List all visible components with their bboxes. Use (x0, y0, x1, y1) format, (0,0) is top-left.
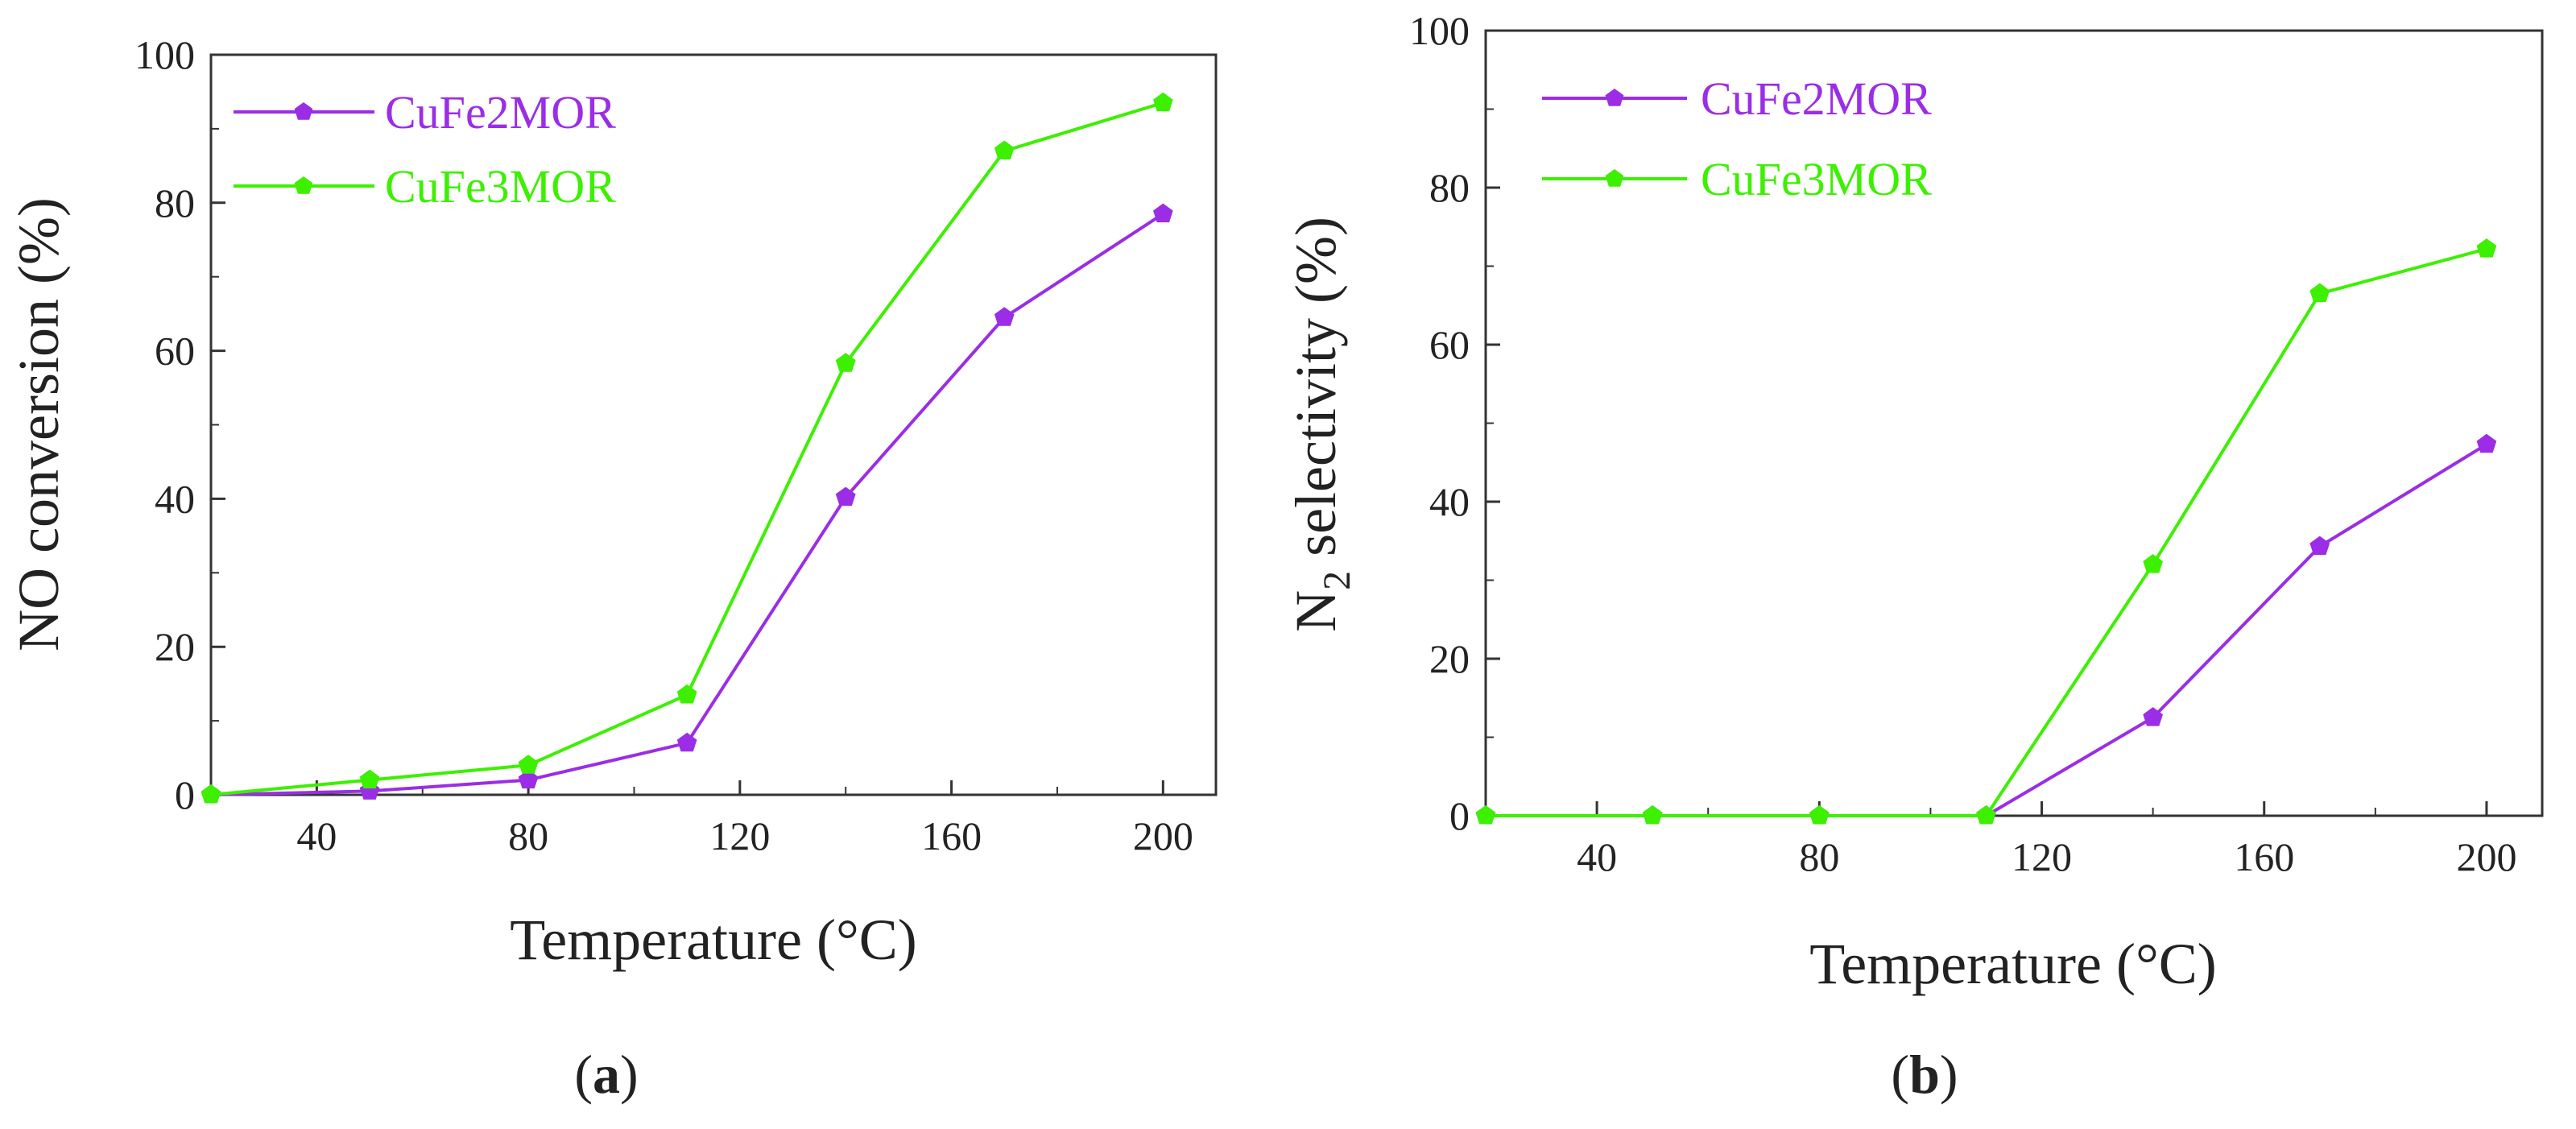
y-tick-label-b: 100 (1409, 8, 1470, 53)
y-tick-label-a: 80 (155, 180, 195, 225)
x-tick-label-b: 120 (2012, 834, 2072, 879)
y-tick-label-b: 60 (1429, 322, 1470, 367)
x-tick-label-b: 200 (2456, 834, 2516, 879)
legend-item-cufe2mor-a: CuFe2MOR (234, 86, 616, 139)
data-point-cufe3mor-a (1153, 92, 1173, 112)
y-tick-label-a: 100 (134, 32, 195, 77)
legend-label-cufe3mor-b: CuFe3MOR (1701, 153, 1932, 205)
chart-panel-b: 0 20 40 60 80 100 40 80 120 160 200 N2 selectivit… (1284, 8, 2544, 1105)
y-tick-label-a: 60 (155, 329, 195, 374)
data-point-cufe2mor-b (2476, 433, 2497, 453)
series-line-cufe3mor-b (1486, 247, 2487, 817)
x-tick-label-a: 120 (709, 813, 770, 858)
x-axis-ticks-b: 40 80 120 160 200 (1577, 801, 2516, 879)
y-axis-title-main-b: N (1284, 590, 1348, 632)
data-point-cufe3mor-a (359, 769, 380, 789)
y-axis-title-b: N2 selectivity (%) (1284, 217, 1358, 632)
series-line-cufe2mor-b (1486, 443, 2487, 817)
data-point-cufe2mor-a (994, 307, 1015, 326)
data-point-cufe3mor-b (2309, 283, 2330, 303)
data-point-cufe2mor-a (676, 732, 697, 752)
x-axis-title-b: Temperature (°C) (1809, 932, 2217, 996)
data-point-cufe2mor-a (1153, 203, 1173, 223)
y-tick-label-a: 40 (155, 476, 195, 521)
plot-area-b (1484, 29, 2544, 817)
chart-panel-a: 0 20 40 60 80 100 40 80 120 160 200 NO conversion… (6, 32, 1218, 1105)
y-tick-label-b: 0 (1449, 793, 1470, 838)
data-point-cufe3mor-b (2143, 554, 2163, 573)
legend-a: CuFe2MOR CuFe3MOR (234, 86, 616, 213)
data-point-cufe3mor-a (676, 684, 697, 704)
panel-label-a: (a) (574, 1044, 638, 1105)
data-point-cufe3mor-a (835, 353, 856, 372)
legend-marker-cufe3mor-a (294, 176, 313, 194)
x-tick-label-a: 160 (921, 813, 982, 858)
y-tick-label-a: 20 (155, 624, 195, 669)
y-axis-title-rest-b: selectivity (%) (1284, 217, 1348, 571)
x-tick-label-a: 40 (296, 813, 337, 858)
legend-label-cufe2mor-b: CuFe2MOR (1701, 72, 1932, 125)
x-axis-title-a: Temperature (°C) (510, 908, 917, 972)
data-point-cufe3mor-b (1976, 805, 1996, 825)
data-point-cufe3mor-a (201, 784, 221, 804)
y-axis-ticks-b: 0 20 40 60 80 100 (1409, 8, 1500, 838)
legend-item-cufe3mor-a: CuFe3MOR (234, 160, 616, 213)
y-tick-label-b: 20 (1429, 636, 1470, 681)
data-point-cufe3mor-b (2476, 238, 2497, 258)
data-point-cufe2mor-b (2309, 536, 2330, 556)
x-tick-label-a: 200 (1133, 813, 1193, 858)
series-line-cufe2mor-a (210, 212, 1164, 796)
data-point-cufe2mor-b (2143, 707, 2163, 726)
series-layer-a (201, 92, 1173, 804)
x-tick-label-a: 80 (508, 813, 548, 858)
legend-item-cufe3mor-b: CuFe3MOR (1542, 153, 1932, 205)
panel-label-b: (b) (1891, 1044, 1958, 1105)
y-axis-title-subscript-b: 2 (1316, 571, 1358, 590)
legend-item-cufe2mor-b: CuFe2MOR (1542, 72, 1932, 125)
data-point-cufe2mor-a (835, 486, 856, 507)
data-point-cufe3mor-b (1642, 805, 1663, 825)
y-tick-label-b: 80 (1429, 165, 1470, 210)
legend-marker-cufe3mor-b (1605, 169, 1624, 187)
x-tick-label-b: 80 (1799, 834, 1839, 879)
y-tick-label-b: 40 (1429, 479, 1470, 524)
legend-marker-cufe2mor-b (1605, 89, 1624, 106)
x-axis-ticks-a: 40 80 120 160 200 (296, 780, 1193, 858)
data-point-cufe3mor-b (1809, 805, 1830, 825)
y-axis-title-a: NO conversion (%) (6, 197, 71, 651)
data-point-cufe3mor-a (518, 755, 539, 774)
series-layer-b (1475, 238, 2497, 825)
legend-label-cufe3mor-a: CuFe3MOR (385, 160, 616, 213)
data-point-cufe3mor-a (994, 140, 1015, 159)
x-tick-label-b: 40 (1577, 834, 1617, 879)
legend-label-cufe2mor-a: CuFe2MOR (385, 86, 616, 139)
legend-b: CuFe2MOR CuFe3MOR (1542, 72, 1932, 205)
data-point-cufe2mor-a (518, 769, 539, 789)
legend-marker-cufe2mor-a (294, 102, 313, 120)
plot-area-a (209, 53, 1218, 796)
y-tick-label-a: 0 (175, 772, 195, 817)
data-point-cufe3mor-b (1475, 805, 1496, 825)
y-axis-ticks-a: 0 20 40 60 80 100 (134, 32, 225, 817)
x-tick-label-b: 160 (2234, 834, 2294, 879)
